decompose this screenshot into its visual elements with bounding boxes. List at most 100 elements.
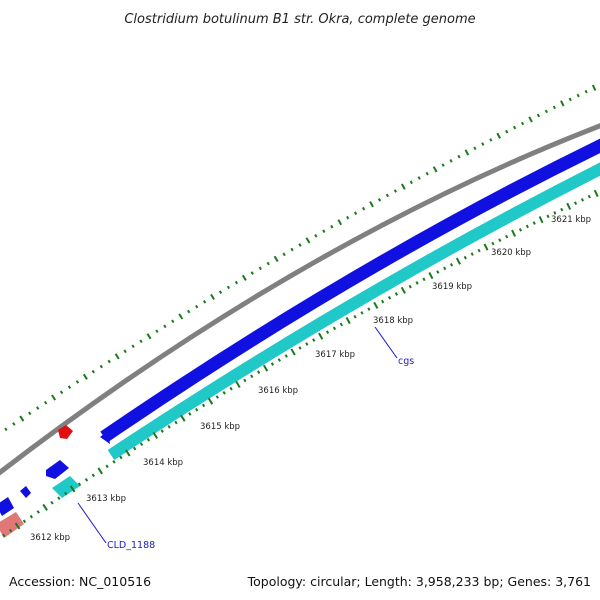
inner-tick-42 [277, 358, 281, 362]
outer-dot-20 [146, 333, 152, 340]
inner-tick-6 [29, 514, 34, 519]
outer-dot-38 [290, 247, 294, 252]
inner-tick-7 [36, 510, 40, 514]
inner-tick-ring [2, 189, 599, 538]
cgs-label-leader [374, 326, 398, 359]
inner-tick-22 [139, 442, 144, 447]
outer-dot-56 [432, 166, 438, 173]
inner-tick-15 [91, 473, 96, 478]
outer-dot-9 [59, 390, 64, 395]
inner-tick-68 [455, 257, 461, 265]
inner-tick-18 [112, 460, 116, 464]
outer-dot-68 [528, 116, 533, 123]
inner-tick-11 [64, 491, 68, 496]
inner-tick-46 [305, 342, 309, 346]
inner-tick-80 [538, 216, 544, 224]
outer-dot-28 [210, 293, 215, 301]
tick-label-3614: 3614 kbp [143, 458, 183, 468]
inner-tick-87 [587, 194, 591, 199]
outer-dot-72 [560, 100, 565, 107]
inner-tick-44 [290, 348, 296, 356]
inner-tick-33 [215, 395, 219, 399]
inner-tick-64 [428, 272, 434, 280]
inner-tick-26 [167, 424, 171, 429]
inner-tick-57 [381, 299, 385, 304]
inner-tick-21 [133, 446, 137, 451]
outer-dot-41 [314, 234, 318, 238]
inner-tick-53 [353, 314, 357, 319]
outer-dot-74 [576, 93, 580, 98]
forward-gene-main [100, 138, 600, 443]
outer-dot-51 [393, 189, 397, 193]
inner-tick-8 [42, 503, 48, 511]
outer-dot-46 [354, 211, 358, 215]
inner-tick-72 [483, 243, 489, 251]
outer-dot-3 [12, 422, 16, 426]
inner-tick-38 [250, 374, 254, 379]
inner-tick-2 [2, 533, 6, 538]
inner-tick-12 [69, 485, 76, 493]
outer-dot-42 [322, 229, 326, 233]
outer-dot-52 [401, 183, 406, 190]
outer-dot-73 [568, 97, 572, 102]
tick-label-3619: 3619 kbp [432, 282, 472, 292]
outer-dot-26 [195, 304, 199, 309]
outer-dot-17 [123, 349, 127, 354]
inner-tick-73 [491, 241, 495, 246]
inner-tick-84 [566, 202, 572, 210]
outer-dot-13 [91, 369, 95, 374]
inner-tick-29 [188, 412, 192, 416]
outer-dot-36 [273, 255, 279, 263]
inner-tick-5 [22, 519, 27, 524]
inner-tick-85 [573, 201, 578, 205]
outer-dot-50 [385, 193, 390, 198]
outer-dot-18 [131, 344, 135, 349]
outer-dot-53 [409, 180, 413, 185]
inner-tick-31 [201, 403, 206, 408]
gene-label-cld-1188[interactable]: CLD_1188 [107, 540, 155, 551]
gene-label-cgs[interactable]: cgs [398, 356, 414, 367]
inner-tick-82 [553, 211, 557, 215]
outer-dot-8 [51, 394, 57, 401]
outer-dot-59 [457, 154, 461, 159]
tick-label-3620: 3620 kbp [491, 248, 531, 258]
forward-gene-small-2 [20, 486, 31, 498]
inner-tick-23 [146, 437, 151, 442]
outer-dot-65 [505, 129, 509, 134]
outer-dot-29 [218, 290, 223, 294]
outer-dot-69 [536, 113, 541, 118]
outer-dot-27 [202, 299, 207, 304]
outer-dot-31 [234, 280, 239, 285]
inner-tick-66 [443, 266, 447, 271]
inner-tick-52 [345, 317, 351, 325]
outer-dot-5 [28, 411, 32, 416]
outer-dot-19 [139, 339, 143, 344]
outer-dot-16 [114, 353, 120, 360]
tick-label-3612: 3612 kbp [30, 533, 70, 543]
inner-tick-79 [532, 221, 536, 225]
outer-dot-44 [337, 219, 343, 226]
outer-dot-66 [513, 125, 517, 130]
inner-tick-61 [408, 284, 412, 289]
outer-dot-7 [43, 400, 48, 405]
inner-tick-75 [505, 234, 509, 239]
outer-dot-48 [369, 201, 374, 208]
outer-dot-76 [591, 84, 597, 91]
outer-dot-54 [417, 176, 421, 180]
outer-dot-40 [305, 237, 311, 244]
outer-dot-12 [82, 373, 88, 380]
inner-tick-76 [511, 229, 516, 237]
outer-dot-62 [481, 142, 485, 146]
forward-gene-arrowhead [100, 431, 110, 444]
outer-dot-47 [362, 206, 366, 211]
inner-tick-50 [332, 326, 337, 331]
inner-tick-25 [160, 429, 164, 433]
outer-dot-63 [489, 138, 493, 142]
accession-text: Accession: NC_010516 [9, 574, 151, 589]
tick-label-3621: 3621 kbp [551, 215, 591, 225]
outer-dot-32 [241, 274, 247, 281]
inner-tick-30 [195, 407, 199, 412]
outer-dot-35 [266, 261, 270, 266]
tick-label-3618: 3618 kbp [373, 316, 413, 326]
